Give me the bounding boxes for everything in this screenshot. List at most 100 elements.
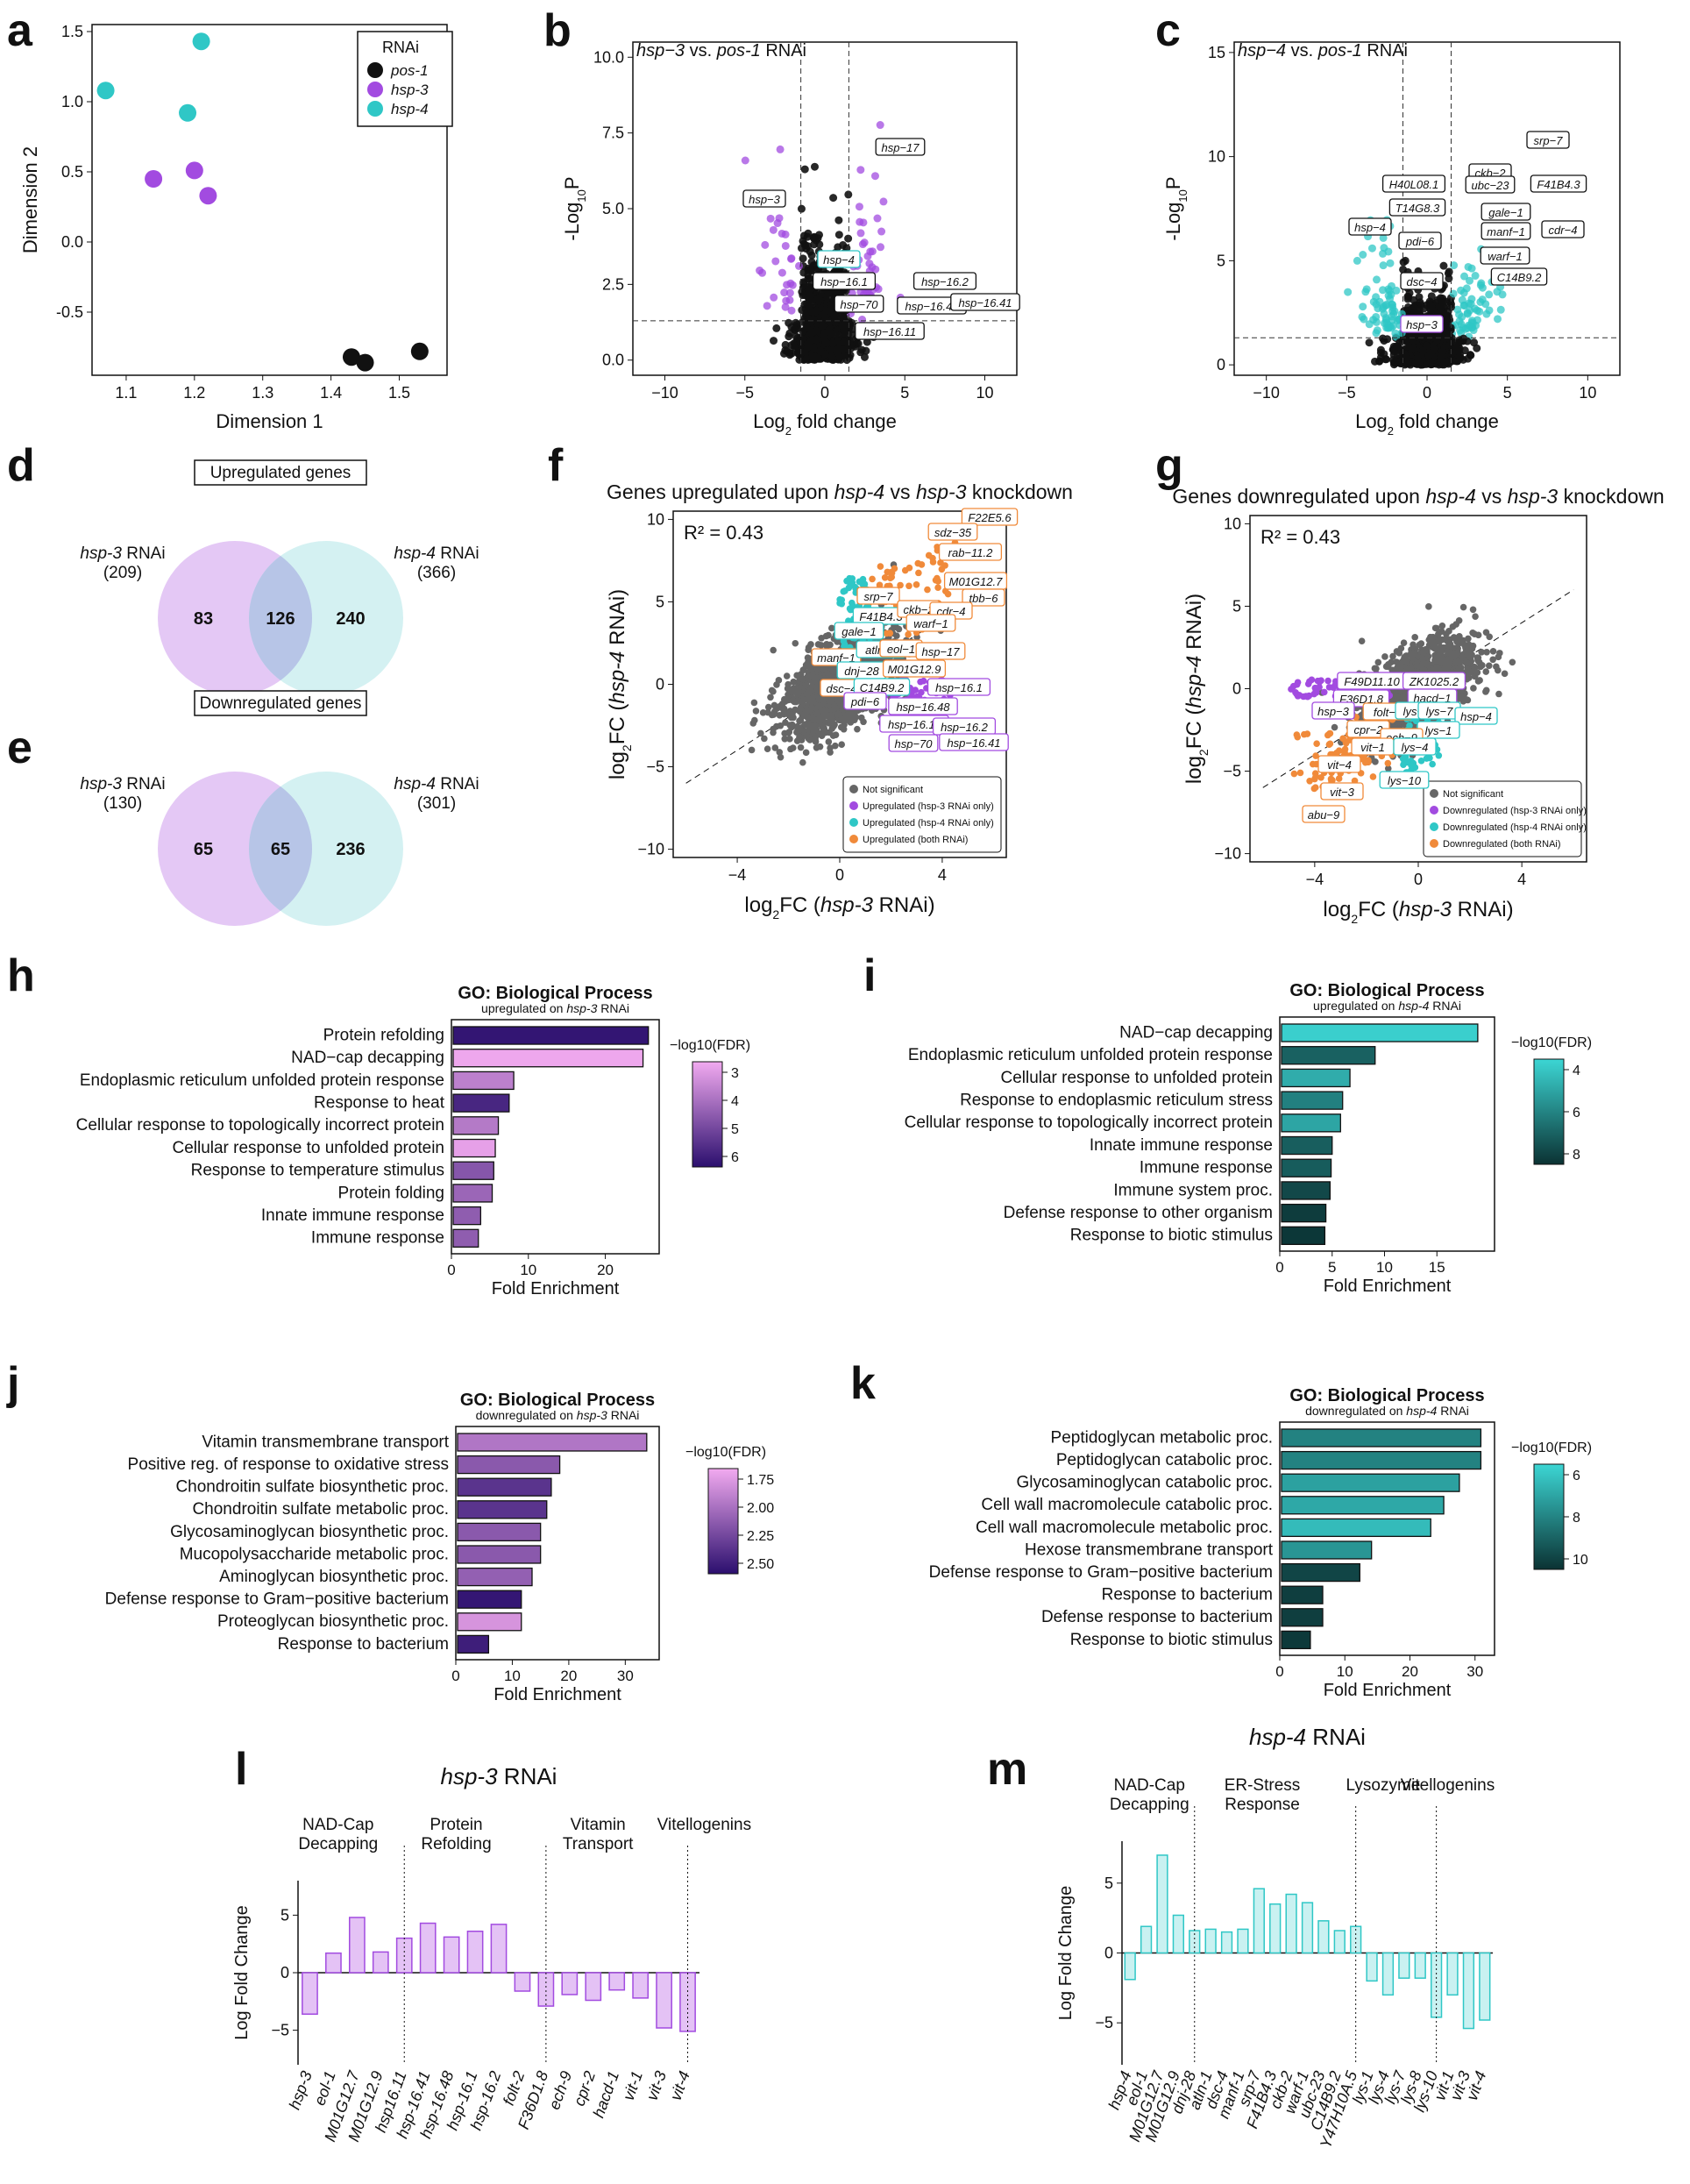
label-part: 10 xyxy=(575,189,588,202)
point-ns xyxy=(808,352,817,361)
label-part: Log xyxy=(753,410,785,432)
x-tick-label: −10 xyxy=(651,384,678,402)
volcano-gene-label: hsp−16.2 xyxy=(921,275,969,288)
point-ns xyxy=(1403,302,1412,311)
label-part: vs xyxy=(884,480,916,503)
point-ns xyxy=(802,323,811,331)
label-part: pos-1 xyxy=(1317,41,1362,60)
point-ns xyxy=(1438,347,1447,356)
point-significant xyxy=(877,243,885,252)
y-axis-label: log2FC (hsp-4 RNAi) xyxy=(1182,594,1211,784)
point-ns xyxy=(1402,359,1411,368)
point-ns xyxy=(805,315,813,324)
label-part: 10 xyxy=(1176,189,1189,202)
point-significant xyxy=(856,229,865,238)
label-part: RNAi xyxy=(436,544,479,563)
label-part: FC ( xyxy=(779,893,820,917)
volcano-gene-label: hsp−16.1 xyxy=(820,275,868,288)
point-ns xyxy=(1469,606,1477,614)
label-part: hsp-4 xyxy=(394,775,436,793)
correlation-gene-label: M01G12.7 xyxy=(949,575,1003,588)
y-tick-label: −10 xyxy=(637,841,664,858)
point-ns xyxy=(1409,344,1417,352)
point-ns xyxy=(1365,338,1374,347)
y-tick-label: 5.0 xyxy=(602,200,624,217)
legend-marker xyxy=(849,818,858,827)
volcano-gene-label: gale−1 xyxy=(1488,206,1523,219)
point-ns xyxy=(805,662,813,670)
point-significant xyxy=(1473,316,1481,324)
label-part: 2 xyxy=(772,907,779,921)
point-ns xyxy=(750,699,758,707)
point-significant xyxy=(1475,307,1484,316)
point-ns xyxy=(804,229,813,238)
point-ns xyxy=(785,710,792,718)
y-tick-label: −10 xyxy=(1214,845,1241,863)
point-ns xyxy=(821,338,830,347)
point-hsp-4 xyxy=(179,103,197,122)
y-tick-label: 10 xyxy=(1208,148,1225,166)
correlation-gene-label: gale−1 xyxy=(841,625,876,638)
legend-marker xyxy=(367,82,383,97)
point-ns xyxy=(809,343,818,352)
legend-label: Upregulated (hsp-4 RNAi only) xyxy=(863,818,994,829)
volcano-gene-label: C14B9.2 xyxy=(1497,271,1542,284)
y-tick-label: 7.5 xyxy=(602,124,624,142)
point-ns xyxy=(825,738,833,745)
y-axis-label: -Log10P xyxy=(1162,176,1189,240)
point-significant xyxy=(883,630,891,637)
point-ns xyxy=(799,254,807,263)
point-ns xyxy=(790,325,799,334)
point-ns xyxy=(1424,352,1433,360)
point-significant xyxy=(905,630,912,638)
label-part: hsp-4 xyxy=(834,480,885,503)
point-significant xyxy=(1478,295,1487,304)
point-ns xyxy=(787,745,794,753)
point-ns xyxy=(1411,634,1418,641)
r-squared: R² = 0.43 xyxy=(684,522,763,544)
point-significant xyxy=(1471,272,1480,281)
label-part: FC ( xyxy=(1358,898,1399,921)
x-tick-label: 0 xyxy=(820,384,829,402)
panel-letter-k: k xyxy=(850,1358,876,1409)
point-ns xyxy=(1471,630,1478,637)
point-significant xyxy=(838,600,846,608)
point-ns xyxy=(1472,613,1479,620)
y-tick-label: 10 xyxy=(1224,515,1241,532)
panel-letter-b: b xyxy=(543,5,572,56)
point-ns xyxy=(816,743,824,751)
point-ns xyxy=(827,717,834,725)
y-tick-label: 0.5 xyxy=(61,163,83,181)
volcano-gene-label: srp−7 xyxy=(1534,134,1564,147)
point-ns xyxy=(791,343,799,352)
point-significant xyxy=(859,218,868,227)
y-tick-label: 5 xyxy=(1232,597,1241,615)
point-significant xyxy=(770,293,778,302)
point-ns xyxy=(840,338,849,346)
point-ns xyxy=(785,680,792,688)
volcano-points xyxy=(741,121,905,365)
point-ns xyxy=(1376,345,1385,354)
y-tick-label: 1.5 xyxy=(61,23,83,40)
venn-right-label: hsp-4 RNAi xyxy=(394,775,479,793)
panel-letter-i: i xyxy=(863,950,876,1001)
point-ns xyxy=(834,216,843,224)
volcano-gene-label: T14G8.3 xyxy=(1395,202,1440,215)
panel-letter-e: e xyxy=(7,722,32,773)
correlation-gene-label: warf−1 xyxy=(913,617,948,630)
label-part: hsp-4 xyxy=(606,651,629,704)
point-ns xyxy=(1493,663,1500,671)
point-significant xyxy=(741,156,749,165)
point-significant xyxy=(840,587,848,595)
x-tick-label: 5 xyxy=(1503,384,1512,402)
point-ns xyxy=(828,624,835,632)
point-ns xyxy=(1452,621,1459,628)
x-tick-label: −4 xyxy=(1306,871,1324,888)
point-ns xyxy=(805,287,813,295)
point-ns xyxy=(837,723,845,731)
x-tick-label: 4 xyxy=(1517,871,1526,888)
y-tick-label: -0.5 xyxy=(56,303,83,321)
label-part: P xyxy=(561,176,583,189)
point-ns xyxy=(770,646,777,654)
label-part: Log xyxy=(1355,410,1388,432)
